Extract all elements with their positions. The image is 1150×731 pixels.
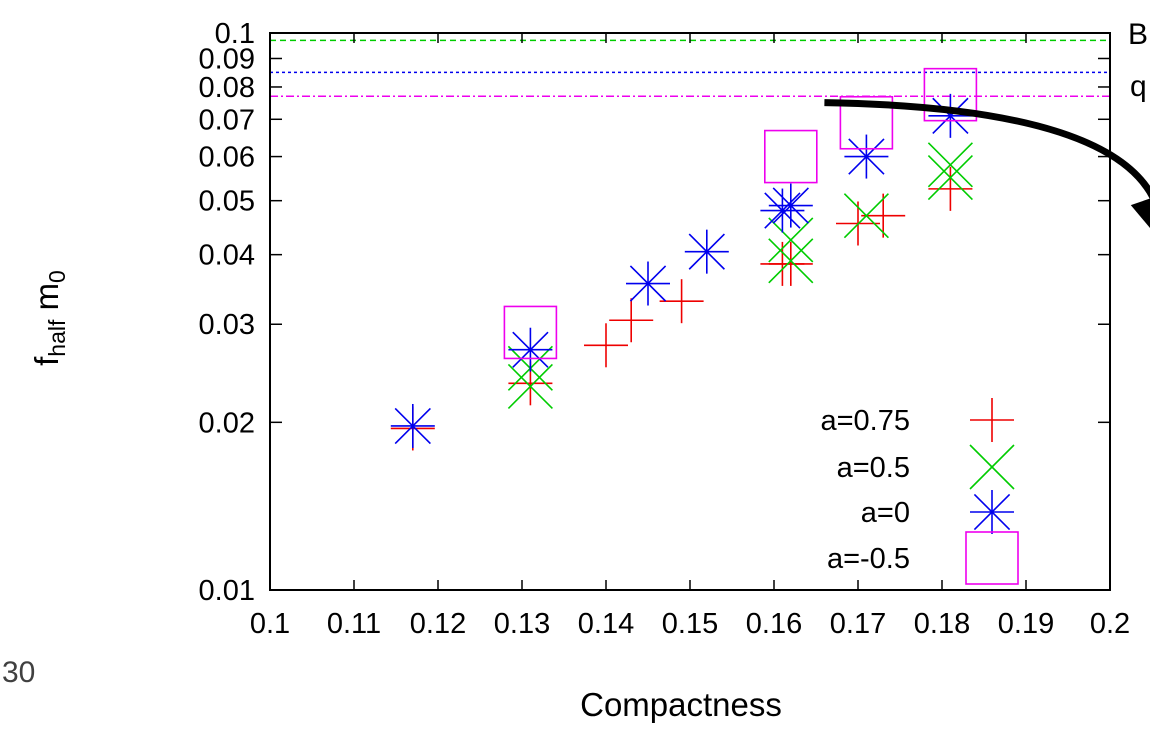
data-point-plus [584,323,628,368]
data-point-asterisk [684,229,729,274]
data-point-square [923,67,978,122]
data-point-asterisk [626,261,670,306]
legend-label: a=0.75 [820,405,910,437]
page-number: 30 [2,656,36,689]
x-tick-label: 0.16 [746,608,802,640]
reference-lines [270,39,1110,97]
data-point-asterisk [760,188,805,233]
arrow-head [1130,198,1150,229]
data-point-asterisk [844,134,889,179]
y-axis-title: fhalf m0 [28,270,70,366]
cut-off-text-b: B [1128,18,1149,51]
x-tick-label: 0.18 [914,608,970,640]
y-tick-label: 0.03 [199,309,255,341]
data-point-cross [768,217,814,263]
data-point-plus [861,193,906,238]
y-tick-label: 0.02 [199,407,255,439]
x-tick-label: 0.13 [494,608,550,640]
arrow-shaft [824,99,1150,200]
data-point-square [763,129,818,184]
x-tick-label: 0.14 [578,608,634,640]
data-point-plus [768,241,813,286]
x-tick-label: 0.17 [830,608,886,640]
data-point-cross [843,193,889,239]
annotation-arrow [824,99,1150,229]
x-tick-labels: 0.1 0.11 0.12 0.13 0.14 0.15 0.16 0.17 0.18 0.19 0… [250,608,1130,640]
data-point-asterisk [390,403,435,448]
y-tick-label: 0.1 [215,18,255,50]
legend-label: a=-0.5 [827,543,910,575]
legend-marker-cross [969,444,1015,490]
data-points [390,67,978,451]
y-axis-title-main: f [28,356,65,366]
data-point-plus [659,279,704,324]
x-tick-label: 0.12 [410,608,466,640]
y-tick-label: 0.07 [199,104,255,136]
data-point-cross [927,142,973,188]
legend: a=0.75 a=0.5 a=0 a=-0.5 [820,398,1019,585]
y-tick-label: 0.04 [199,240,255,272]
data-point-square [839,95,894,150]
data-point-asterisk [768,183,813,228]
data-point-square [503,305,558,360]
y-tick-label: 0.01 [199,575,255,607]
data-point-asterisk [508,327,553,372]
x-tick-label: 0.19 [998,608,1054,640]
data-point-plus [609,298,654,343]
data-point-plus [928,166,973,211]
x-tick-label: 0.1 [250,608,290,640]
x-tick-label: 0.2 [1090,608,1130,640]
legend-label: a=0.5 [837,452,910,484]
legend-marker-asterisk [970,490,1014,534]
y-axis-title-subscript: half [44,319,70,357]
legend-label: a=0 [861,497,910,529]
tick-marks [269,32,1111,591]
y-tick-label: 0.05 [199,186,255,218]
y-axis-title-tail: m [28,283,65,320]
data-point-asterisk [928,93,973,138]
legend-marker-square [965,531,1019,585]
cut-off-text-q: q [1130,70,1147,103]
x-axis-title: Compactness [580,686,782,723]
y-axis-title-tail-subscript: 0 [44,270,70,283]
y-tick-label: 0.06 [199,142,255,174]
y-tick-label: 0.08 [199,72,255,104]
legend-marker-plus [970,398,1014,442]
data-point-cross [927,155,973,201]
y-tick-label: 0.09 [199,43,255,75]
data-point-cross [768,238,814,284]
y-tick-labels: 0.01 0.02 0.03 0.04 0.05 0.06 0.070.080.090.1 [199,18,255,607]
x-tick-label: 0.15 [662,608,718,640]
data-point-cross [507,363,553,409]
x-tick-label: 0.11 [327,608,381,640]
